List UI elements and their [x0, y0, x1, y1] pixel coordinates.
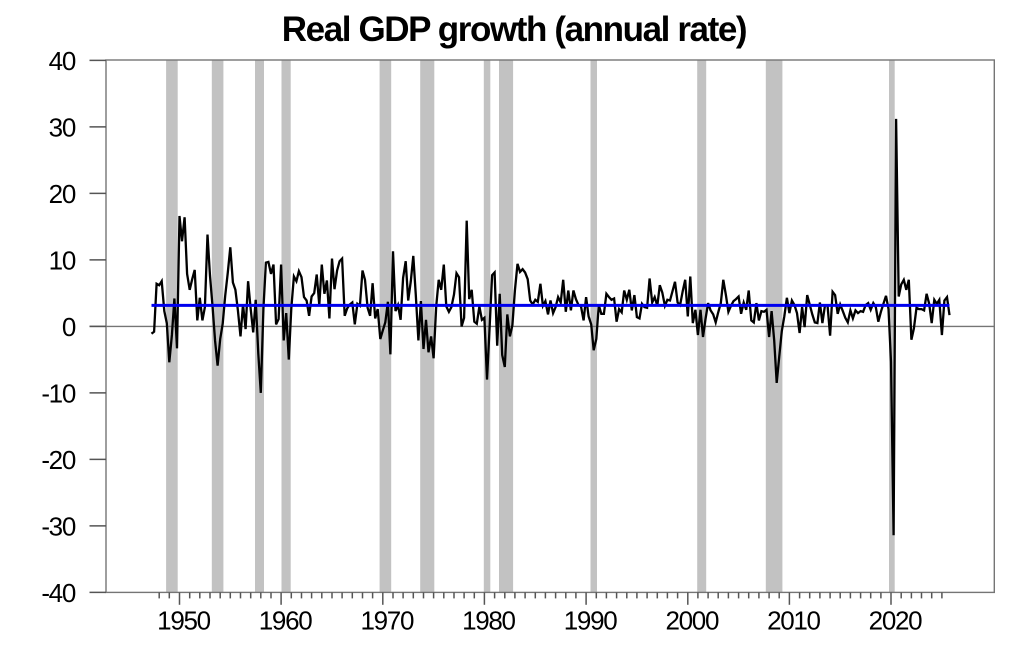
svg-text:2020: 2020: [869, 606, 922, 636]
svg-text:20: 20: [49, 179, 76, 209]
svg-text:1960: 1960: [259, 606, 312, 636]
svg-text:40: 40: [49, 46, 76, 76]
svg-text:1950: 1950: [157, 606, 210, 636]
svg-text:30: 30: [49, 112, 76, 142]
svg-text:1980: 1980: [462, 606, 515, 636]
svg-text:Real GDP growth (annual rate): Real GDP growth (annual rate): [282, 10, 746, 49]
svg-text:-20: -20: [41, 445, 76, 475]
svg-text:0: 0: [62, 312, 76, 342]
svg-text:2000: 2000: [665, 606, 718, 636]
svg-text:2010: 2010: [767, 606, 820, 636]
svg-text:1970: 1970: [360, 606, 413, 636]
svg-text:10: 10: [49, 245, 76, 275]
svg-text:-40: -40: [41, 578, 76, 608]
svg-text:-10: -10: [41, 378, 76, 408]
svg-text:-30: -30: [41, 511, 76, 541]
svg-text:1990: 1990: [564, 606, 617, 636]
